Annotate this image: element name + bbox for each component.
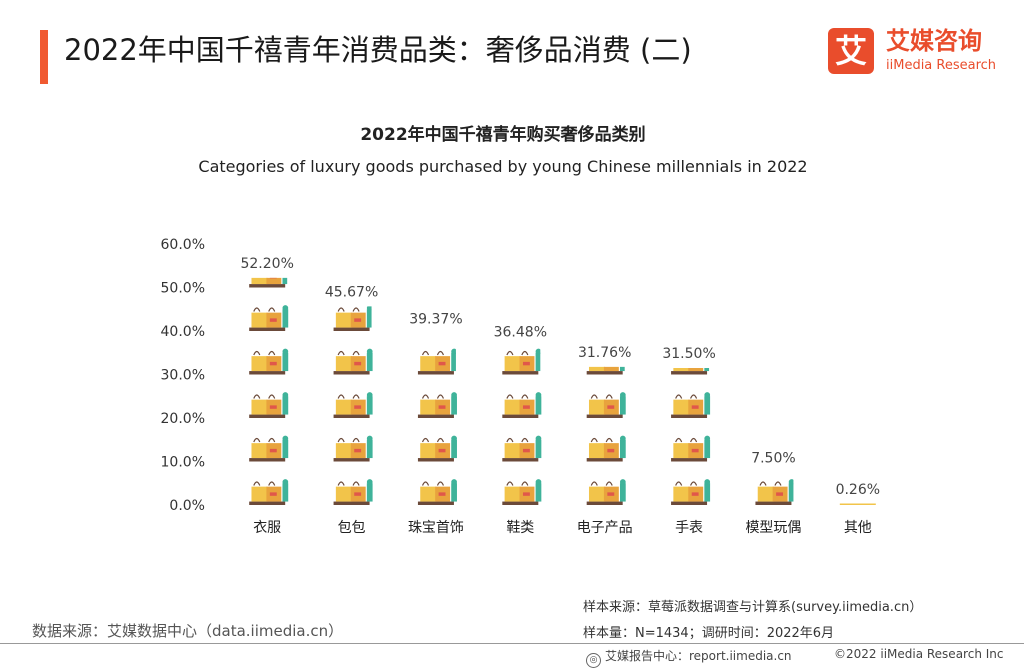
bar xyxy=(333,306,373,505)
brand-icon: 艾 xyxy=(828,28,874,74)
brand-logo: 艾 艾媒咨询 iiMedia Research xyxy=(804,22,1004,80)
x-tick-label: 珠宝首饰 xyxy=(408,520,464,536)
x-tick-label: 手表 xyxy=(675,520,703,536)
bar-value-label: 31.50% xyxy=(662,346,715,362)
y-tick-label: 30.0% xyxy=(161,368,205,384)
bar-value-label: 36.48% xyxy=(494,324,547,340)
bar-value-label: 39.37% xyxy=(409,312,462,328)
title-accent-bar xyxy=(40,30,48,84)
data-source: 数据来源：艾媒数据中心（data.iimedia.cn） xyxy=(32,622,344,640)
bar-value-label: 45.67% xyxy=(325,284,378,300)
brand-name-cn: 艾媒咨询 xyxy=(886,27,982,55)
bar xyxy=(671,367,711,505)
y-tick-label: 20.0% xyxy=(161,411,205,427)
sample-size: 样本量：N=1434；调研时间：2022年6月 xyxy=(583,626,835,641)
y-tick-label: 10.0% xyxy=(161,455,205,471)
bar-value-label: 52.20% xyxy=(240,256,293,272)
bar xyxy=(839,503,876,505)
x-tick-label: 鞋类 xyxy=(506,520,534,536)
bar xyxy=(586,366,626,505)
footer-divider xyxy=(0,643,1024,644)
x-tick-label: 包包 xyxy=(338,520,366,536)
copyright: ©2022 iiMedia Research Inc xyxy=(834,647,1004,661)
y-tick-label: 40.0% xyxy=(161,324,205,340)
brand-name-en: iiMedia Research xyxy=(886,58,997,73)
bar-value-label: 31.76% xyxy=(578,345,631,361)
report-center: ◎ 艾媒报告中心：report.iimedia.cn xyxy=(586,647,792,668)
bar-value-label: 7.50% xyxy=(751,450,795,466)
sample-source: 样本来源：草莓派数据调查与计算系(survey.iimedia.cn） xyxy=(583,600,923,615)
bar-value-label: 0.26% xyxy=(836,482,880,498)
x-tick-label: 其他 xyxy=(844,520,872,536)
page-title: 2022年中国千禧青年消费品类：奢侈品消费 (二) xyxy=(64,33,692,67)
bar xyxy=(755,479,794,505)
y-tick-label: 60.0% xyxy=(161,237,205,253)
bar xyxy=(417,348,457,505)
y-tick-label: 0.0% xyxy=(169,498,205,514)
y-tick-label: 50.0% xyxy=(161,281,205,297)
chart-title: 2022年中国千禧青年购买奢侈品类别 xyxy=(360,125,646,145)
x-tick-label: 衣服 xyxy=(253,520,281,536)
bar xyxy=(502,348,542,505)
report-site: 艾媒报告中心：report.iimedia.cn xyxy=(605,649,792,663)
bar xyxy=(249,277,289,505)
chart-subtitle: Categories of luxury goods purchased by … xyxy=(198,157,808,176)
x-tick-label: 模型玩偶 xyxy=(745,520,801,536)
x-tick-label: 电子产品 xyxy=(577,520,633,536)
